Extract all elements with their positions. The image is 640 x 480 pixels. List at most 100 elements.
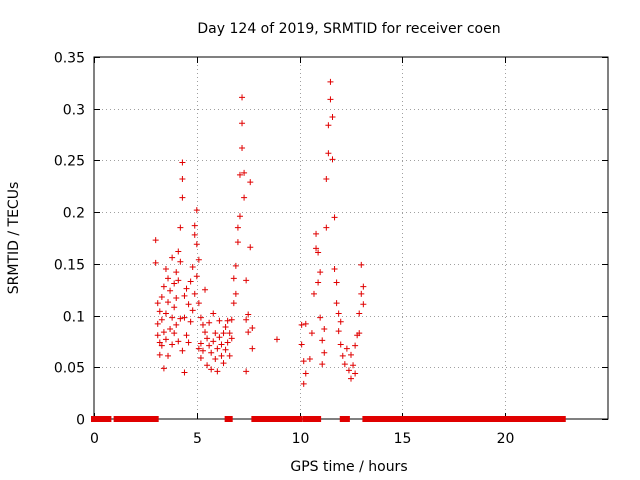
data-point xyxy=(321,349,328,356)
data-points xyxy=(91,78,566,422)
data-point xyxy=(187,318,194,325)
zero-value-markers xyxy=(251,416,303,422)
data-point xyxy=(173,269,180,276)
data-point xyxy=(191,231,198,238)
zero-value-markers xyxy=(113,416,159,422)
data-point xyxy=(210,338,217,345)
data-point xyxy=(325,150,332,157)
data-point xyxy=(191,222,198,229)
data-point xyxy=(216,317,223,324)
data-point xyxy=(158,342,165,349)
x-tick-label: 0 xyxy=(90,431,99,447)
data-point xyxy=(335,310,342,317)
data-point xyxy=(327,78,334,85)
data-point xyxy=(350,362,357,369)
data-point xyxy=(308,330,315,337)
data-point xyxy=(337,341,344,348)
x-tick-label: 15 xyxy=(394,431,412,447)
data-point xyxy=(156,351,163,358)
data-point xyxy=(156,339,163,346)
data-point xyxy=(183,332,190,339)
data-point xyxy=(224,339,231,346)
data-point xyxy=(345,367,352,374)
data-point xyxy=(179,159,186,166)
data-point xyxy=(239,145,246,152)
data-point xyxy=(162,336,169,343)
data-point xyxy=(160,329,167,336)
data-point xyxy=(247,244,254,251)
data-point xyxy=(177,224,184,231)
data-point xyxy=(199,321,206,328)
data-point xyxy=(181,292,188,299)
data-point xyxy=(228,316,235,323)
data-point xyxy=(313,230,320,237)
data-point xyxy=(165,299,172,306)
data-point xyxy=(323,224,330,231)
data-point xyxy=(333,279,340,286)
data-point xyxy=(319,361,326,368)
data-point xyxy=(204,335,211,342)
data-point xyxy=(313,245,320,252)
y-tick-label: 0 xyxy=(76,413,85,429)
data-point xyxy=(165,352,172,359)
zero-value-markers xyxy=(339,416,350,422)
data-point xyxy=(177,258,184,265)
data-point xyxy=(356,330,363,337)
data-point xyxy=(358,290,365,297)
data-point xyxy=(306,356,313,363)
data-point xyxy=(232,290,239,297)
zero-value-markers xyxy=(91,416,112,422)
data-point xyxy=(185,301,192,308)
data-point xyxy=(193,273,200,280)
data-point xyxy=(179,176,186,183)
data-point xyxy=(208,349,215,356)
y-tick-label: 0.05 xyxy=(54,361,85,377)
data-point xyxy=(208,366,215,373)
data-point xyxy=(173,294,180,301)
data-point xyxy=(356,310,363,317)
data-point xyxy=(199,347,206,354)
data-point xyxy=(171,304,178,311)
data-point xyxy=(197,340,204,347)
data-point xyxy=(273,336,280,343)
data-point xyxy=(173,321,180,328)
data-point xyxy=(239,94,246,101)
data-point xyxy=(325,122,332,129)
data-point xyxy=(358,261,365,268)
data-point xyxy=(298,341,305,348)
data-point xyxy=(228,335,235,342)
data-point xyxy=(165,275,172,282)
y-tick-label: 0.35 xyxy=(54,51,85,67)
zero-value-markers xyxy=(224,416,233,422)
data-point xyxy=(156,308,163,315)
data-point xyxy=(212,356,219,363)
data-point xyxy=(218,352,225,359)
data-point xyxy=(160,365,167,372)
zero-value-markers xyxy=(362,416,566,422)
data-point xyxy=(162,266,169,273)
data-point xyxy=(329,156,336,163)
data-point xyxy=(183,285,190,292)
data-point xyxy=(189,263,196,270)
data-point xyxy=(241,169,248,176)
data-point xyxy=(191,290,198,297)
data-point xyxy=(300,380,307,387)
data-point xyxy=(341,361,348,368)
data-point xyxy=(158,293,165,300)
data-point xyxy=(245,311,252,318)
data-point xyxy=(319,337,326,344)
data-point xyxy=(197,354,204,361)
data-point xyxy=(169,254,176,261)
data-point xyxy=(249,324,256,331)
data-point xyxy=(226,352,233,359)
data-point xyxy=(218,341,225,348)
data-point xyxy=(348,351,354,358)
data-point xyxy=(175,277,182,284)
data-point xyxy=(234,224,241,231)
tick-labels: 0 0.05 0.1 0.15 0.2 0.25 0.3 0.35 0 5 10 15 20 xyxy=(54,51,515,448)
data-point xyxy=(169,314,176,321)
x-axis-label: GPS time / hours xyxy=(290,459,407,475)
data-point xyxy=(185,339,192,346)
data-point xyxy=(195,345,202,352)
